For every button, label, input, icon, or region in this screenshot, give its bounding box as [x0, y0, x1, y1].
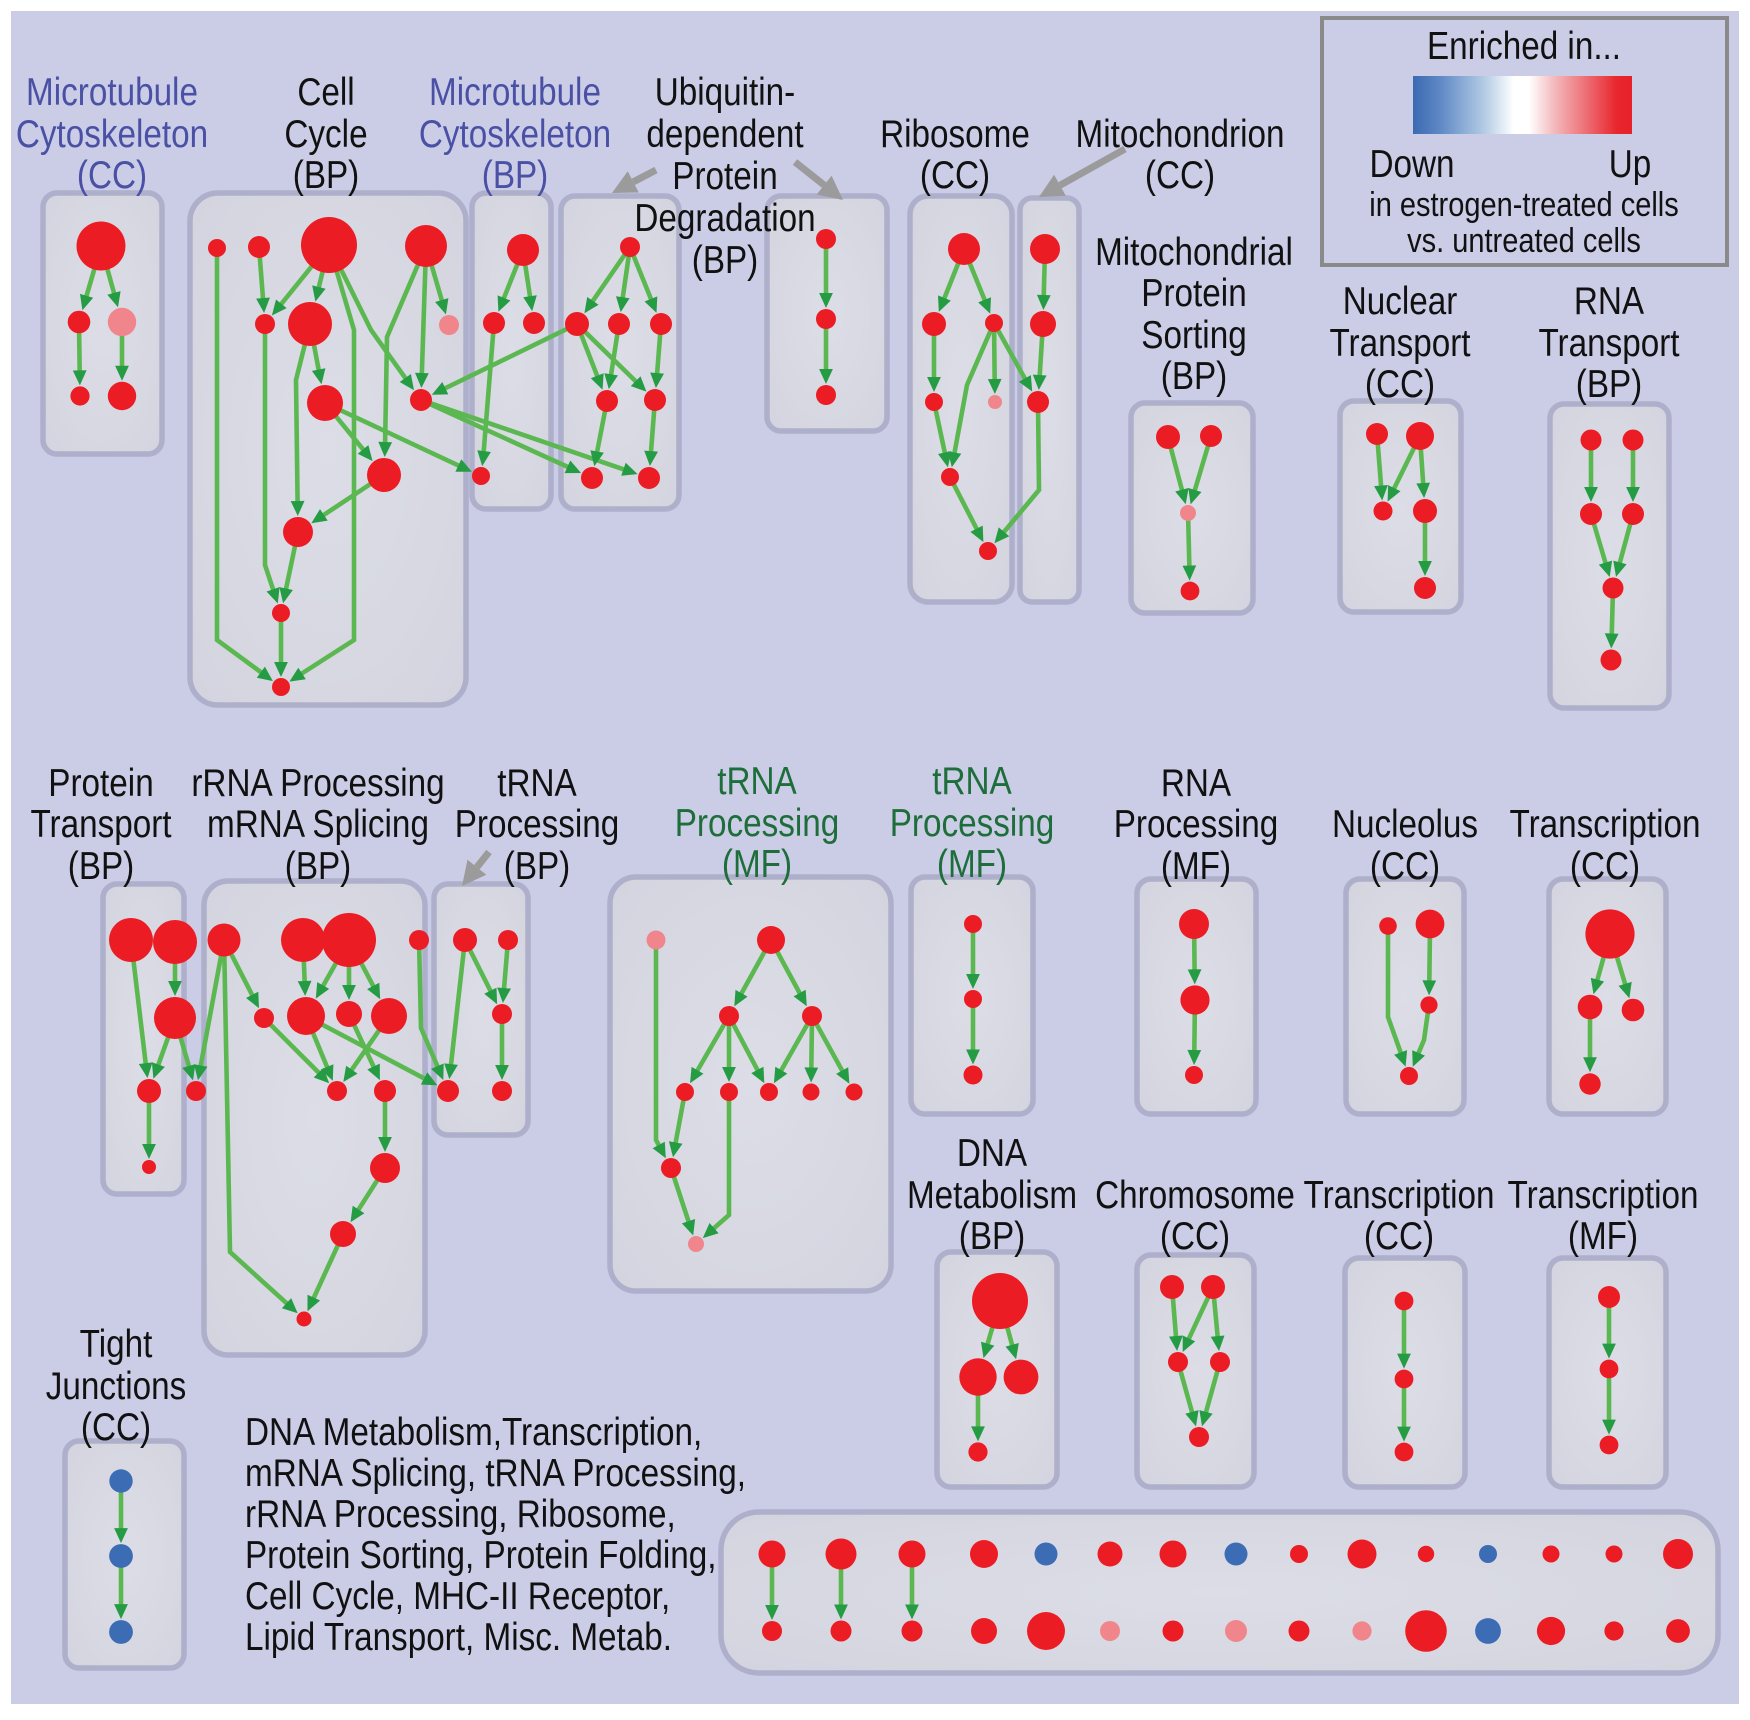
- svg-text:(BP): (BP): [482, 154, 549, 197]
- svg-text:(BP): (BP): [504, 845, 571, 888]
- svg-text:(MF): (MF): [937, 843, 1007, 886]
- svg-text:Protein: Protein: [672, 155, 777, 198]
- svg-text:Cycle: Cycle: [284, 113, 367, 156]
- svg-text:RNA: RNA: [1574, 280, 1644, 323]
- svg-text:Transport: Transport: [1329, 322, 1470, 365]
- svg-text:Cytoskeleton: Cytoskeleton: [419, 113, 611, 156]
- svg-text:(BP): (BP): [285, 845, 352, 888]
- svg-text:Transport: Transport: [1538, 322, 1679, 365]
- svg-text:Cell: Cell: [297, 71, 354, 114]
- svg-text:Transcription: Transcription: [1304, 1174, 1495, 1217]
- svg-text:Degradation: Degradation: [634, 197, 815, 240]
- svg-text:Enriched in...: Enriched in...: [1427, 25, 1621, 68]
- svg-text:DNA: DNA: [957, 1132, 1027, 1175]
- svg-text:(BP): (BP): [1576, 363, 1643, 406]
- svg-text:DNA Metabolism,Transcription,: DNA Metabolism,Transcription,: [245, 1411, 702, 1454]
- svg-text:dependent: dependent: [646, 113, 803, 156]
- svg-text:mRNA Splicing, tRNA Processing: mRNA Splicing, tRNA Processing,: [245, 1452, 746, 1495]
- svg-text:Tight: Tight: [80, 1323, 153, 1366]
- svg-text:Metabolism: Metabolism: [907, 1174, 1077, 1217]
- svg-text:(BP): (BP): [1161, 355, 1228, 398]
- svg-text:Processing: Processing: [675, 802, 840, 845]
- svg-text:vs. untreated cells: vs. untreated cells: [1407, 222, 1641, 260]
- svg-text:tRNA: tRNA: [717, 760, 797, 803]
- svg-text:tRNA: tRNA: [497, 762, 577, 805]
- svg-text:Mitochondrion: Mitochondrion: [1076, 113, 1285, 156]
- svg-text:(BP): (BP): [68, 845, 135, 888]
- svg-text:Protein Sorting, Protein Foldi: Protein Sorting, Protein Folding,: [245, 1534, 717, 1577]
- svg-text:Protein: Protein: [1141, 272, 1246, 315]
- svg-text:Transcription: Transcription: [1510, 803, 1701, 846]
- svg-text:Microtubule: Microtubule: [429, 71, 601, 114]
- svg-text:Processing: Processing: [455, 803, 620, 846]
- svg-text:Protein: Protein: [48, 762, 153, 805]
- svg-text:(CC): (CC): [1145, 154, 1215, 197]
- svg-text:(CC): (CC): [1570, 845, 1640, 888]
- svg-text:(BP): (BP): [959, 1215, 1026, 1258]
- svg-text:(BP): (BP): [293, 154, 360, 197]
- svg-text:(CC): (CC): [1370, 845, 1440, 888]
- svg-text:rRNA Processing, Ribosome,: rRNA Processing, Ribosome,: [245, 1493, 676, 1536]
- svg-text:Ribosome: Ribosome: [880, 113, 1030, 156]
- svg-text:(MF): (MF): [1161, 845, 1231, 888]
- svg-text:Nuclear: Nuclear: [1343, 280, 1458, 323]
- svg-text:(MF): (MF): [722, 843, 792, 886]
- svg-text:tRNA: tRNA: [932, 760, 1012, 803]
- svg-text:Ubiquitin-: Ubiquitin-: [655, 71, 796, 114]
- svg-text:in estrogen-treated cells: in estrogen-treated cells: [1369, 186, 1679, 224]
- svg-text:Junctions: Junctions: [46, 1365, 187, 1408]
- svg-text:(CC): (CC): [920, 154, 990, 197]
- svg-text:Cell Cycle, MHC-II Receptor,: Cell Cycle, MHC-II Receptor,: [245, 1575, 670, 1618]
- svg-text:Down: Down: [1369, 143, 1454, 186]
- svg-text:mRNA Splicing: mRNA Splicing: [207, 803, 429, 846]
- svg-text:Transport: Transport: [30, 803, 171, 846]
- svg-text:(MF): (MF): [1568, 1215, 1638, 1258]
- svg-text:Processing: Processing: [890, 802, 1055, 845]
- svg-text:Up: Up: [1609, 143, 1652, 186]
- svg-text:Processing: Processing: [1114, 803, 1279, 846]
- svg-text:Mitochondrial: Mitochondrial: [1095, 231, 1293, 274]
- svg-text:Cytoskeleton: Cytoskeleton: [16, 113, 208, 156]
- svg-text:Nucleolus: Nucleolus: [1332, 803, 1478, 846]
- svg-text:(CC): (CC): [1160, 1215, 1230, 1258]
- svg-text:(BP): (BP): [692, 239, 759, 282]
- svg-text:Microtubule: Microtubule: [26, 71, 198, 114]
- svg-text:Lipid Transport, Misc. Metab.: Lipid Transport, Misc. Metab.: [245, 1616, 672, 1659]
- svg-text:(CC): (CC): [1365, 363, 1435, 406]
- svg-text:(CC): (CC): [81, 1406, 151, 1449]
- svg-text:Transcription: Transcription: [1508, 1174, 1699, 1217]
- svg-text:(CC): (CC): [1364, 1215, 1434, 1258]
- svg-text:Sorting: Sorting: [1141, 314, 1246, 357]
- svg-text:RNA: RNA: [1161, 762, 1231, 805]
- svg-text:rRNA Processing: rRNA Processing: [191, 762, 444, 805]
- svg-text:Chromosome: Chromosome: [1095, 1174, 1295, 1217]
- svg-text:(CC): (CC): [77, 154, 147, 197]
